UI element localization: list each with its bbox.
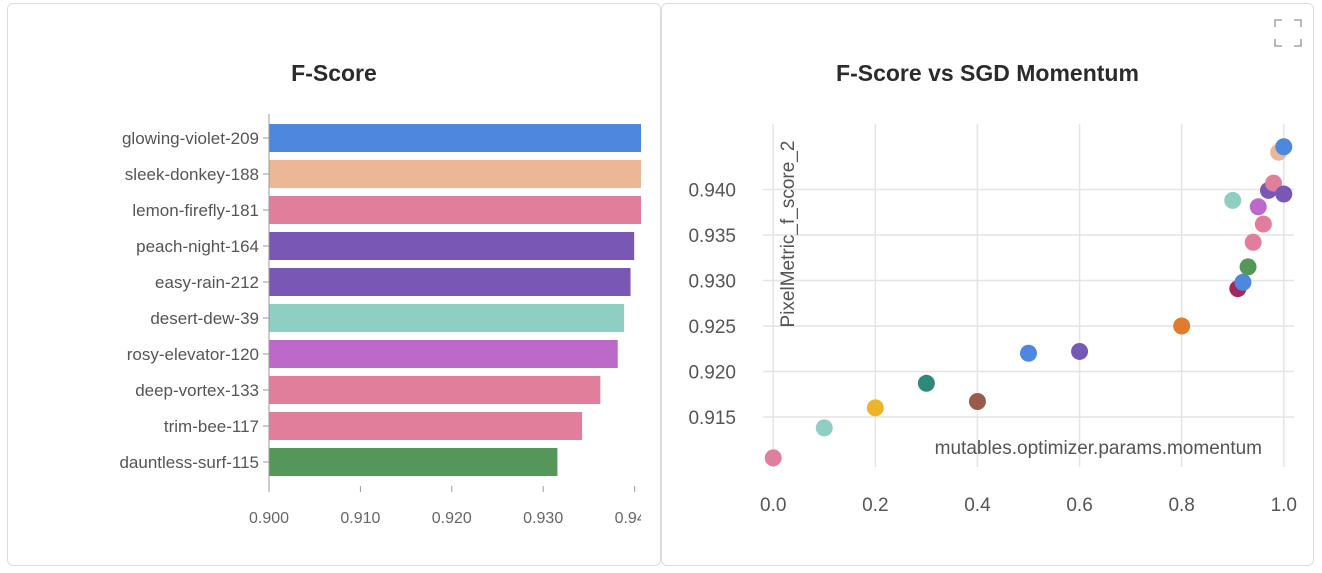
scatter-point-18 [1275, 138, 1293, 156]
y-tick-label: trim-bee-117 [164, 417, 259, 436]
y-tick-label: easy-rain-212 [155, 273, 259, 292]
y-tick-label: 0.920 [688, 362, 736, 383]
y-tick-label: 0.915 [688, 408, 736, 429]
scatter-point-11 [1239, 258, 1257, 276]
y-tick-label: deep-vortex-133 [135, 381, 259, 400]
y-tick-label: rosy-elevator-120 [127, 345, 259, 364]
y-tick-label: glowing-violet-209 [122, 129, 259, 148]
bar-dauntless-surf-115 [269, 448, 558, 476]
x-tick-label: 0.0 [760, 495, 786, 516]
bar-glowing-violet-209 [269, 124, 641, 152]
scatter-point-12 [1244, 233, 1262, 251]
x-tick-label: 0.6 [1066, 495, 1092, 516]
scatter-chart: 0.0 0.2 0.4 0.6 0.8 1.0 0.915 0.920 0.925 0.930 0.… [688, 124, 1297, 516]
scatter-point-0 [764, 449, 782, 467]
bar-chart-title: F-Score [291, 60, 377, 86]
bar-desert-dew-39 [269, 304, 625, 332]
scatter-point-14 [1254, 215, 1272, 233]
bar-peach-night-164 [269, 232, 635, 260]
scatter-point-6 [1071, 342, 1089, 360]
scatter-point-19 [1275, 185, 1293, 203]
x-tick-label: 0.4 [964, 495, 991, 516]
y-tick-label: 0.935 [688, 226, 736, 247]
scatter-point-16 [1265, 174, 1283, 192]
y-tick-label: 0.940 [688, 181, 736, 202]
scatter-panel: F-Score vs SGD Momentum 0.0 0.2 0.4 0.6 0.8 1… [661, 3, 1314, 566]
bar-chart: glowing-violet-209 sleek-donkey-188 lemon-… [119, 114, 660, 531]
bar-easy-rain-212 [269, 268, 631, 296]
bar-deep-vortex-133 [269, 376, 601, 404]
y-tick-label: sleek-donkey-188 [125, 165, 259, 184]
x-tick-label: 0.900 [249, 510, 289, 527]
scatter-chart-title: F-Score vs SGD Momentum [836, 60, 1139, 86]
scatter-point-5 [1020, 344, 1037, 362]
y-tick-label: 0.925 [688, 317, 736, 338]
y-axis-label: PixelMetric_f_score_2 [778, 141, 799, 328]
bar-lemon-firefly-181 [269, 196, 641, 224]
scatter-point-1 [815, 419, 833, 437]
bar-rosy-elevator-120 [269, 340, 618, 368]
x-tick-label: 1.0 [1271, 495, 1297, 516]
tick-label-mask [641, 501, 660, 531]
y-tick-label: dauntless-surf-115 [119, 453, 259, 472]
y-tick-label: lemon-firefly-181 [132, 201, 259, 220]
x-tick-label: 0.930 [523, 510, 563, 527]
scatter-point-10 [1234, 273, 1252, 291]
bar-trim-bee-117 [269, 412, 583, 440]
scatter-point-7 [1173, 317, 1191, 335]
scatter-point-8 [1224, 191, 1242, 209]
y-tick-label: peach-night-164 [136, 237, 259, 256]
scatter-point-3 [917, 374, 935, 392]
bar-sleek-donkey-188 [269, 160, 641, 188]
scatter-point-4 [968, 392, 986, 410]
x-tick-label: 0.2 [862, 495, 888, 516]
y-tick-label: 0.930 [688, 271, 736, 292]
y-tick-label: desert-dew-39 [150, 309, 259, 328]
scatter-point-13 [1249, 198, 1267, 216]
x-tick-label: 0.8 [1168, 495, 1194, 516]
x-tick-label: 0.920 [432, 510, 472, 527]
expand-icon[interactable] [1273, 18, 1303, 48]
f-score-panel: F-Score glowing-violet-209 sleek-donkey-1… [7, 3, 661, 566]
x-axis-label: mutables.optimizer.params.momentum [935, 438, 1262, 459]
scatter-point-2 [866, 399, 884, 417]
x-tick-label: 0.910 [340, 510, 380, 527]
